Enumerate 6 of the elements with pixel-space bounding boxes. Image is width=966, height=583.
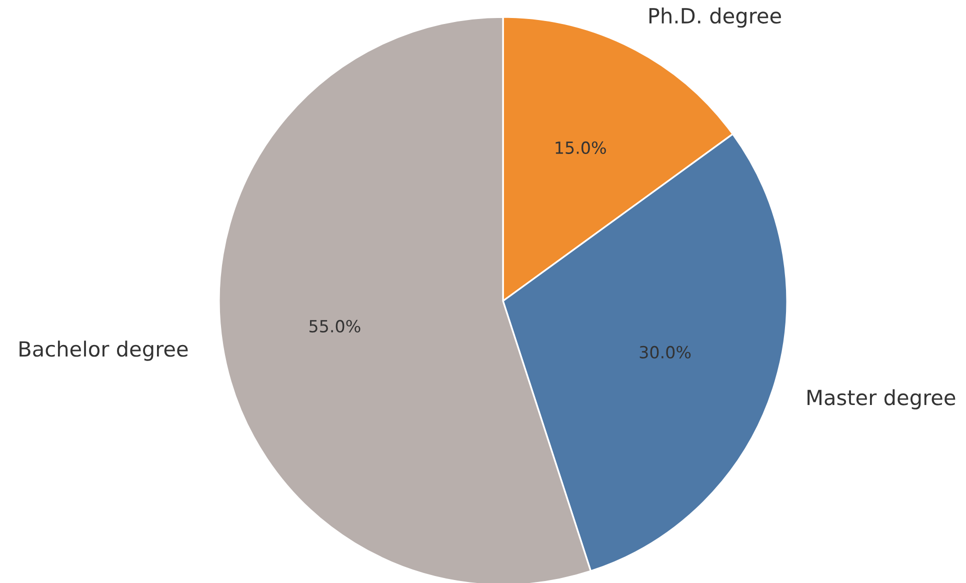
data-label: 15.0% (556, 141, 606, 154)
data-label: 30.0% (640, 346, 691, 358)
slice-label: Ph.D. degree (649, 8, 781, 28)
slice-label: Master degree (808, 389, 956, 410)
data-label: 55.0% (310, 320, 360, 332)
slice-label: Bachelor degree (20, 340, 188, 361)
